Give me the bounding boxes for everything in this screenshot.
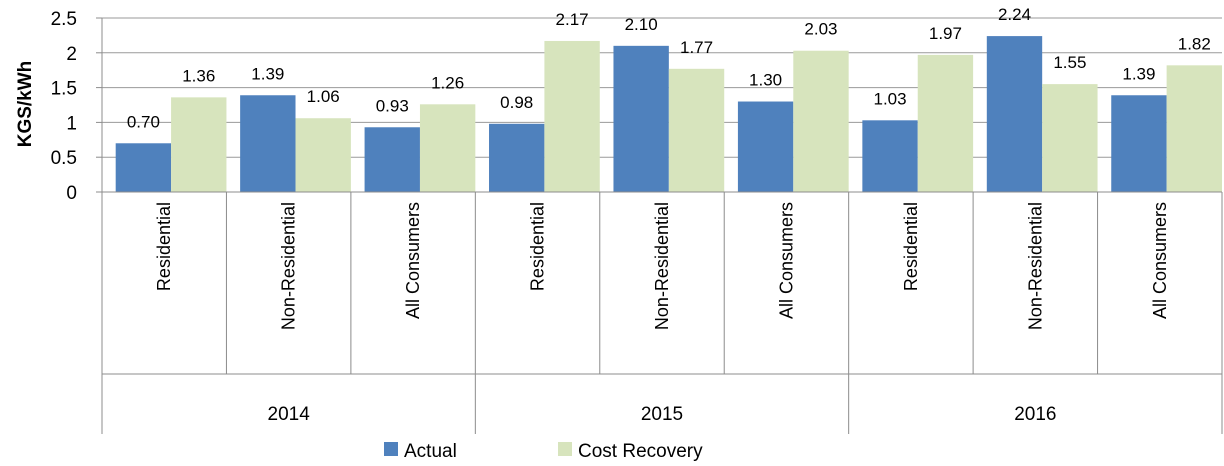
data-label: 1.03	[873, 89, 906, 108]
bars	[115, 36, 1222, 193]
data-label: 0.93	[376, 96, 409, 115]
bar-actual	[862, 120, 918, 192]
y-tick-label: 2	[66, 44, 77, 65]
bar-cost-recovery	[171, 97, 227, 192]
data-labels: 0.70 1.36 1.39 1.06 0.93 1.26 0.98 2.17 2.10 1.77…	[127, 5, 1211, 131]
data-label: 1.97	[929, 24, 962, 43]
category-label: All Consumers	[403, 202, 423, 319]
category-label: Non-Residential	[1025, 202, 1045, 330]
legend-label-actual: Actual	[404, 441, 457, 462]
group-label: 2014	[268, 404, 311, 425]
bar-actual	[115, 143, 172, 192]
group-label: 2015	[641, 404, 683, 425]
bar-cost-recovery	[917, 54, 974, 192]
y-tick-label: 1	[66, 113, 77, 134]
data-label: 2.17	[556, 10, 589, 29]
data-label: 1.30	[749, 71, 782, 90]
category-label: Residential	[901, 202, 921, 291]
data-label: 1.55	[1053, 53, 1086, 72]
data-label: 1.77	[680, 38, 713, 57]
category-label: All Consumers	[776, 202, 796, 319]
y-tick-label: 2.5	[51, 9, 77, 30]
y-tick-label: 0	[66, 183, 77, 204]
bar-actual	[737, 101, 794, 192]
data-label: 1.82	[1178, 34, 1211, 53]
y-tick-label: 0.5	[51, 148, 77, 169]
bar-cost-recovery	[1166, 65, 1222, 192]
y-tick-label: 1.5	[51, 79, 77, 100]
bar-actual	[1111, 95, 1167, 192]
bar-cost-recovery	[419, 104, 476, 192]
bar-actual	[986, 36, 1043, 192]
legend-swatch-cost-recovery	[558, 442, 572, 456]
bar-cost-recovery	[793, 50, 849, 192]
data-label: 2.10	[625, 15, 658, 34]
bar-cost-recovery	[1042, 84, 1098, 192]
legend: Actual Cost Recovery	[384, 441, 703, 462]
data-label: 0.70	[127, 112, 160, 131]
data-label: 1.39	[251, 64, 284, 83]
legend-swatch-actual	[384, 442, 398, 456]
category-label: Non-Residential	[279, 202, 299, 330]
bar-cost-recovery	[668, 68, 725, 192]
bar-actual	[613, 45, 669, 193]
bar-cost-recovery	[295, 118, 351, 192]
y-axis-title: KGS/kWh	[15, 61, 36, 148]
category-label: Non-Residential	[652, 202, 672, 330]
data-label: 1.39	[1122, 64, 1155, 83]
category-label: All Consumers	[1150, 202, 1170, 319]
data-label: 1.06	[307, 87, 340, 106]
data-label: 1.26	[431, 73, 464, 92]
bar-actual	[240, 95, 296, 192]
group-label: 2016	[1014, 404, 1056, 425]
data-label: 1.36	[182, 66, 215, 85]
bar-actual	[489, 123, 545, 192]
data-label: 0.98	[500, 93, 533, 112]
legend-label-cost-recovery: Cost Recovery	[578, 441, 703, 462]
category-label: Residential	[154, 202, 174, 291]
data-label: 2.24	[998, 5, 1031, 24]
bar-cost-recovery	[544, 40, 600, 192]
bar-actual	[364, 127, 420, 192]
category-label: Residential	[528, 202, 548, 291]
data-label: 2.03	[804, 20, 837, 39]
axes: 0 0.5 1 1.5 2 2.5 Residential Non-Residential Al…	[51, 9, 1223, 434]
